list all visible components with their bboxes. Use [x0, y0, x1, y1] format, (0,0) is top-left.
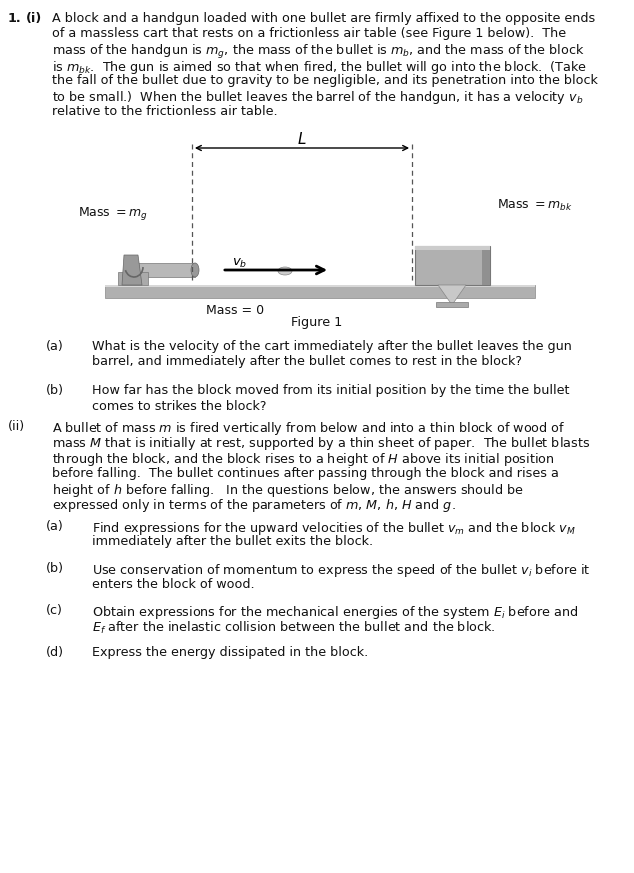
Text: Mass $= m_g$: Mass $= m_g$: [78, 205, 148, 222]
Text: Mass = 0: Mass = 0: [206, 304, 264, 317]
Text: (c): (c): [46, 604, 63, 617]
Ellipse shape: [191, 263, 199, 277]
Bar: [118, 272, 148, 285]
Bar: [130, 263, 195, 277]
Text: immediately after the bullet exits the block.: immediately after the bullet exits the b…: [92, 535, 373, 548]
Text: barrel, and immediately after the bullet comes to rest in the block?: barrel, and immediately after the bullet…: [92, 355, 522, 368]
Text: How far has the block moved from its initial position by the time the bullet: How far has the block moved from its ini…: [92, 384, 569, 397]
Bar: [415, 246, 490, 250]
Text: enters the block of wood.: enters the block of wood.: [92, 578, 255, 590]
Bar: [415, 246, 490, 285]
Text: $E_f$ after the inelastic collision between the bullet and the block.: $E_f$ after the inelastic collision betw…: [92, 620, 496, 636]
Text: $L$: $L$: [297, 131, 307, 147]
Ellipse shape: [278, 267, 292, 275]
Bar: [436, 302, 468, 307]
Text: mass $M$ that is initially at rest, supported by a thin sheet of paper.  The bul: mass $M$ that is initially at rest, supp…: [52, 436, 590, 452]
Text: Obtain expressions for the mechanical energies of the system $E_i$ before and: Obtain expressions for the mechanical en…: [92, 604, 578, 621]
Text: expressed only in terms of the parameters of $m$, $M$, $h$, $H$ and $g$.: expressed only in terms of the parameter…: [52, 498, 456, 514]
Text: (b): (b): [46, 562, 64, 575]
Text: 1.: 1.: [8, 12, 22, 25]
Text: (ii): (ii): [8, 420, 25, 433]
Text: comes to strikes the block?: comes to strikes the block?: [92, 400, 266, 413]
Text: (b): (b): [46, 384, 64, 397]
Text: the fall of the bullet due to gravity to be negligible, and its penetration into: the fall of the bullet due to gravity to…: [52, 74, 598, 87]
Bar: [482, 246, 490, 285]
Text: Use conservation of momentum to express the speed of the bullet $v_i$ before it: Use conservation of momentum to express …: [92, 562, 591, 579]
Text: $v_b$: $v_b$: [232, 257, 247, 270]
Text: (d): (d): [46, 646, 64, 659]
Text: (a): (a): [46, 520, 64, 533]
Text: Find expressions for the upward velocities of the bullet $v_m$ and the block $v_: Find expressions for the upward velociti…: [92, 520, 576, 537]
Text: before falling.  The bullet continues after passing through the block and rises : before falling. The bullet continues aft…: [52, 466, 559, 479]
Text: A block and a handgun loaded with one bullet are firmly affixed to the opposite : A block and a handgun loaded with one bu…: [52, 12, 595, 25]
Text: of a massless cart that rests on a frictionless air table (see Figure 1 below). : of a massless cart that rests on a frict…: [52, 28, 566, 40]
Polygon shape: [438, 285, 466, 305]
Text: Express the energy dissipated in the block.: Express the energy dissipated in the blo…: [92, 646, 368, 659]
Bar: [105, 285, 535, 298]
Polygon shape: [122, 255, 142, 285]
Text: height of $h$ before falling.   In the questions below, the answers should be: height of $h$ before falling. In the que…: [52, 482, 524, 499]
Text: A bullet of mass $m$ is fired vertically from below and into a thin block of woo: A bullet of mass $m$ is fired vertically…: [52, 420, 566, 437]
Text: (a): (a): [46, 340, 64, 353]
Text: through the block, and the block rises to a height of $H$ above its initial posi: through the block, and the block rises t…: [52, 451, 555, 468]
Text: What is the velocity of the cart immediately after the bullet leaves the gun: What is the velocity of the cart immedia…: [92, 340, 572, 353]
Bar: [105, 285, 535, 287]
Text: is $m_{bk}$.  The gun is aimed so that when fired, the bullet will go into the b: is $m_{bk}$. The gun is aimed so that wh…: [52, 58, 587, 75]
Text: relative to the frictionless air table.: relative to the frictionless air table.: [52, 105, 278, 118]
Text: Mass $= m_{bk}$: Mass $= m_{bk}$: [497, 198, 573, 213]
Text: mass of the handgun is $m_g$, the mass of the bullet is $m_b$, and the mass of t: mass of the handgun is $m_g$, the mass o…: [52, 43, 585, 61]
Text: (i): (i): [26, 12, 42, 25]
Text: to be small.)  When the bullet leaves the barrel of the handgun, it has a veloci: to be small.) When the bullet leaves the…: [52, 90, 583, 107]
Text: Figure 1: Figure 1: [292, 316, 342, 329]
